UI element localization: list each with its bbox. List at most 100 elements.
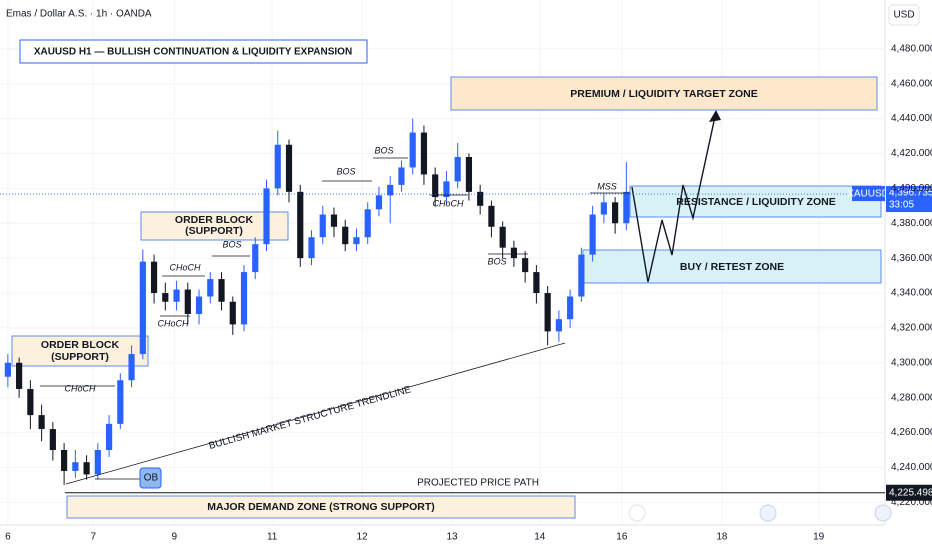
level-label: 4,225.498: [889, 487, 932, 498]
candle-body: [218, 279, 225, 302]
candle-body: [533, 272, 540, 294]
y-tick-label: 4,220.000: [891, 497, 932, 508]
x-tick-label: 18: [716, 532, 728, 543]
y-tick-label: 4,480.000: [891, 43, 932, 54]
candle-body: [420, 132, 428, 175]
marker-label: CHoCH: [169, 262, 201, 272]
y-tick-label: 4,340.000: [891, 288, 932, 299]
ob-label: OB: [144, 473, 159, 484]
candle-body: [612, 202, 619, 224]
candle-body: [364, 209, 371, 238]
x-tick-label: 13: [446, 532, 458, 543]
zone-label: PREMIUM / LIQUIDITY TARGET ZONE: [570, 88, 757, 100]
level-badge: [886, 484, 932, 501]
projected-path: [631, 111, 717, 283]
candle-body: [522, 258, 529, 273]
premium-zone: [450, 76, 878, 111]
x-tick-label: 11: [267, 532, 278, 543]
candle-body: [600, 202, 607, 215]
candle-body: [94, 450, 101, 475]
candle-body: [319, 214, 326, 238]
candle-body: [16, 362, 23, 389]
candle-body: [510, 247, 517, 259]
x-tick-label: 16: [616, 532, 628, 543]
candle-body: [72, 462, 79, 471]
candle-body: [477, 191, 484, 206]
candle-body: [38, 415, 45, 430]
marker-label: CHoCH: [157, 318, 189, 328]
countdown-label: 33:05: [889, 200, 914, 211]
price-badge: [886, 186, 932, 213]
y-tick-label: 4,460.000: [891, 78, 932, 89]
x-tick-label: 9: [172, 532, 178, 543]
candle-body: [184, 289, 191, 314]
candle-body: [162, 293, 169, 302]
marker-label: BOS: [374, 145, 393, 155]
x-tick-label: 12: [357, 532, 369, 543]
candle-body: [83, 462, 90, 475]
candles: [4, 118, 630, 485]
candle-body: [387, 184, 394, 196]
y-tick-label: 4,320.000: [891, 323, 932, 334]
candle-body: [454, 156, 461, 182]
order-block-label: (SUPPORT): [185, 225, 243, 237]
candle-body: [240, 272, 248, 325]
y-tick-label: 4,360.000: [891, 253, 932, 264]
x-tick-label: 19: [813, 532, 825, 543]
event-icon[interactable]: [628, 504, 646, 522]
candle-body: [499, 226, 506, 248]
y-tick-label: 4,260.000: [891, 427, 932, 438]
candle-body: [195, 296, 203, 314]
candle-body: [128, 354, 135, 381]
candle-body: [229, 301, 236, 325]
zone-label: RESISTANCE / LIQUIDITY ZONE: [676, 196, 835, 208]
candle-body: [432, 174, 439, 198]
path-arrow: [709, 110, 721, 122]
candle-body: [105, 423, 113, 450]
candle-body: [49, 429, 56, 450]
resistance-zone: [629, 185, 882, 218]
order-block-label: ORDER BLOCK: [41, 339, 120, 351]
y-tick-label: 4,400.000: [891, 183, 932, 194]
y-tick-label: 4,380.000: [891, 218, 932, 229]
candle-body: [297, 191, 304, 259]
candle-body: [353, 237, 360, 245]
zone-label: BUY / RETEST ZONE: [680, 261, 784, 273]
candle-body: [173, 289, 180, 302]
candle-body: [544, 293, 551, 332]
candle-body: [578, 254, 585, 297]
candle-body: [207, 279, 214, 297]
symbol-header[interactable]: Emas / Dollar A.S. · 1h · OANDA: [6, 9, 152, 20]
currency-label[interactable]: USD: [893, 10, 914, 21]
x-tick-label: 7: [91, 532, 97, 543]
candle-body: [443, 181, 450, 198]
symbol-badge: [852, 186, 885, 202]
x-tick-label: 14: [534, 532, 546, 543]
candle-body: [342, 226, 349, 245]
candle-body: [589, 214, 596, 255]
candle-body: [139, 261, 146, 355]
candle-body: [330, 214, 338, 227]
currency-button[interactable]: [888, 4, 920, 26]
order-block: [11, 335, 149, 367]
title-box: [19, 39, 368, 64]
candle-body: [375, 195, 383, 210]
marker-label: CHoCH: [64, 383, 96, 393]
trendline: [65, 342, 566, 485]
candle-body: [150, 261, 158, 294]
candle-body: [61, 450, 68, 471]
candle-body: [252, 244, 259, 273]
candle-body: [555, 319, 562, 332]
candle-body: [27, 388, 34, 416]
candle-body: [488, 205, 495, 227]
demand-zone: [66, 495, 576, 519]
event-icon[interactable]: [759, 504, 777, 522]
candle-body: [308, 237, 315, 259]
event-icon[interactable]: [874, 504, 892, 522]
last-price-label: 4,396.735: [889, 188, 932, 199]
x-tick-label: 6: [5, 532, 11, 543]
chart-title: XAUUSD H1 — BULLISH CONTINUATION & LIQUI…: [34, 47, 352, 58]
y-tick-label: 4,280.000: [891, 392, 932, 403]
